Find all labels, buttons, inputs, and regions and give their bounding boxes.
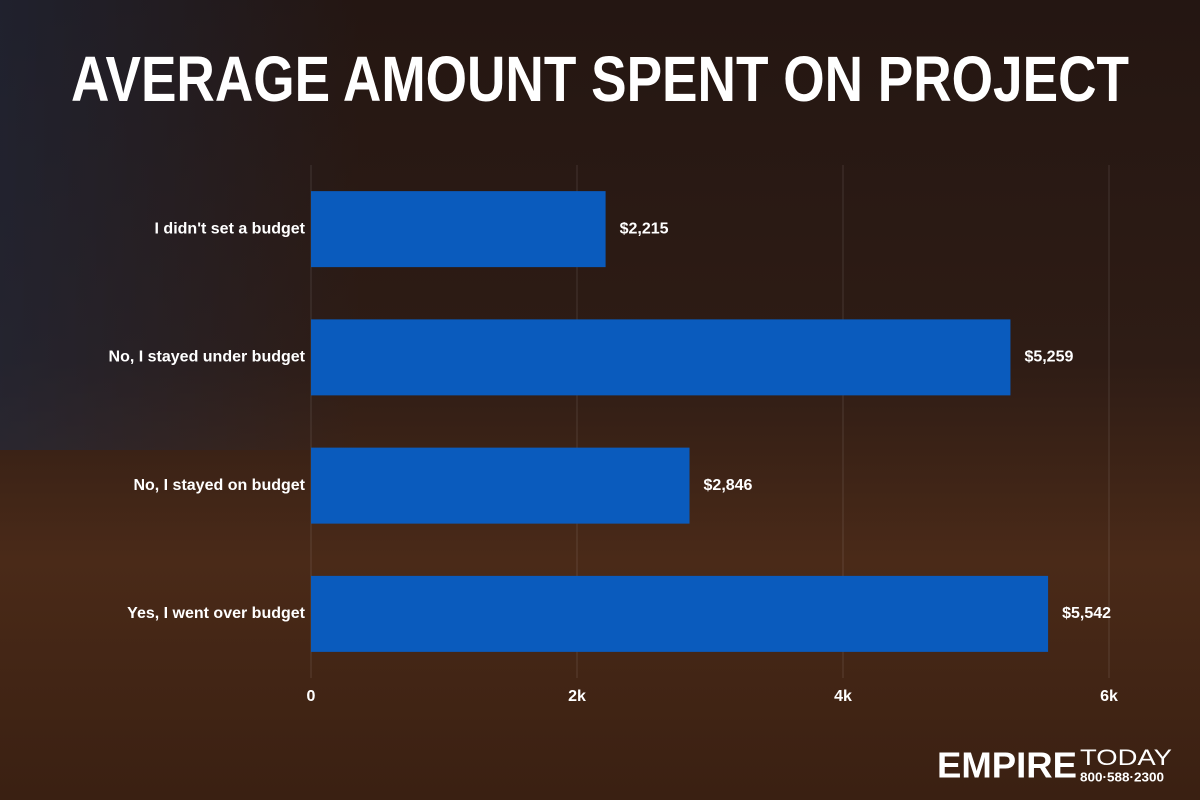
category-label: I didn't set a budget (155, 220, 306, 237)
logo-brand: EMPIRE (937, 745, 1077, 786)
category-label: Yes, I went over budget (127, 605, 305, 622)
x-tick-label: 2k (568, 688, 586, 705)
logo-phone: 800·588·2300 (1080, 769, 1164, 784)
logo: EMPIRE TODAY 800·588·2300 (937, 745, 1172, 786)
bar (311, 447, 690, 524)
logo-sub: TODAY (1080, 745, 1172, 770)
value-label: $2,215 (620, 220, 669, 237)
value-label: $2,846 (704, 477, 753, 494)
bar (311, 319, 1011, 396)
category-label: No, I stayed under budget (109, 349, 306, 366)
chart-title: AVERAGE AMOUNT SPENT ON PROJECT (71, 43, 1129, 115)
value-label: $5,542 (1062, 605, 1111, 622)
x-tick-label: 6k (1100, 688, 1118, 705)
category-label: No, I stayed on budget (133, 477, 305, 494)
x-tick-label: 0 (307, 688, 316, 705)
bar (311, 575, 1049, 652)
value-label: $5,259 (1024, 349, 1073, 366)
bar (311, 191, 606, 268)
x-tick-label: 4k (834, 688, 852, 705)
